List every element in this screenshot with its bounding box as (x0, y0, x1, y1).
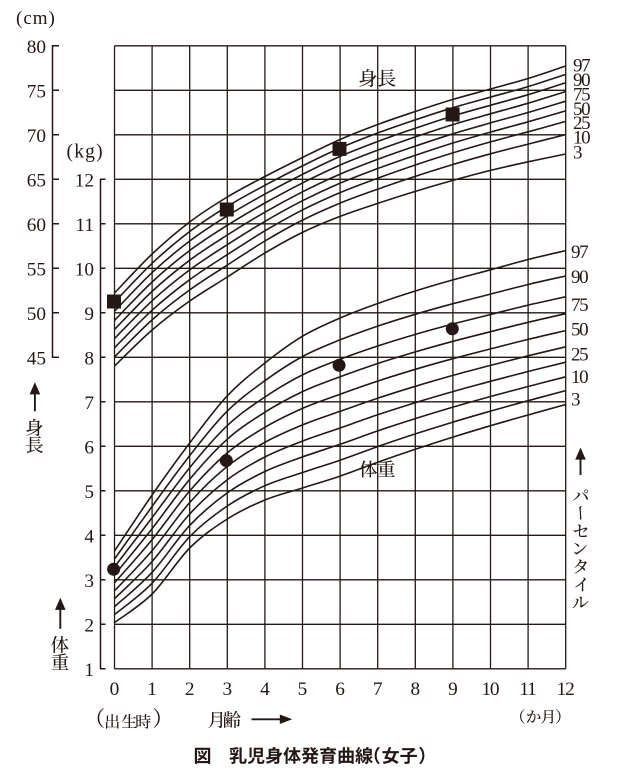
svg-text:9: 9 (84, 304, 94, 325)
svg-text:45: 45 (27, 349, 46, 370)
svg-text:3: 3 (84, 571, 94, 592)
svg-text:7: 7 (84, 393, 94, 414)
svg-text:4: 4 (84, 527, 94, 548)
svg-text:10: 10 (75, 260, 94, 281)
svg-text:12: 12 (557, 679, 574, 700)
svg-text:11: 11 (75, 215, 94, 236)
svg-text:10: 10 (571, 367, 588, 388)
svg-text:70: 70 (27, 126, 46, 147)
svg-text:3: 3 (573, 143, 582, 164)
svg-text:90: 90 (573, 70, 590, 91)
svg-text:5: 5 (84, 482, 94, 503)
svg-text:75: 75 (571, 295, 588, 316)
svg-text:75: 75 (573, 85, 590, 106)
svg-text:11: 11 (519, 679, 536, 700)
svg-text:3: 3 (571, 389, 580, 410)
svg-text:90: 90 (571, 267, 588, 288)
svg-text:65: 65 (27, 171, 46, 192)
svg-text:5: 5 (298, 679, 308, 700)
svg-text:4: 4 (260, 679, 270, 700)
svg-text:97: 97 (573, 56, 590, 77)
svg-text:8: 8 (84, 349, 94, 370)
svg-text:25: 25 (573, 113, 590, 134)
svg-text:50: 50 (27, 304, 46, 325)
svg-text:2: 2 (185, 679, 195, 700)
svg-text:60: 60 (27, 215, 46, 236)
svg-text:7: 7 (373, 679, 383, 700)
svg-text:25: 25 (571, 344, 588, 365)
svg-text:8: 8 (410, 679, 420, 700)
svg-text:(cm): (cm) (16, 8, 56, 29)
svg-text:50: 50 (573, 99, 590, 120)
svg-text:80: 80 (27, 37, 46, 58)
svg-text:3: 3 (222, 679, 232, 700)
svg-text:97: 97 (571, 242, 588, 263)
svg-text:1: 1 (147, 679, 157, 700)
svg-text:9: 9 (448, 679, 458, 700)
svg-text:75: 75 (27, 82, 46, 103)
svg-text:6: 6 (335, 679, 345, 700)
svg-text:50: 50 (571, 320, 588, 341)
svg-text:12: 12 (75, 171, 94, 192)
svg-text:6: 6 (84, 438, 94, 459)
svg-text:1: 1 (84, 660, 94, 681)
svg-text:(kg): (kg) (67, 142, 104, 163)
svg-text:55: 55 (27, 260, 46, 281)
svg-text:2: 2 (84, 616, 94, 637)
svg-text:10: 10 (481, 679, 498, 700)
svg-text:10: 10 (573, 128, 590, 149)
svg-text:0: 0 (110, 679, 120, 700)
